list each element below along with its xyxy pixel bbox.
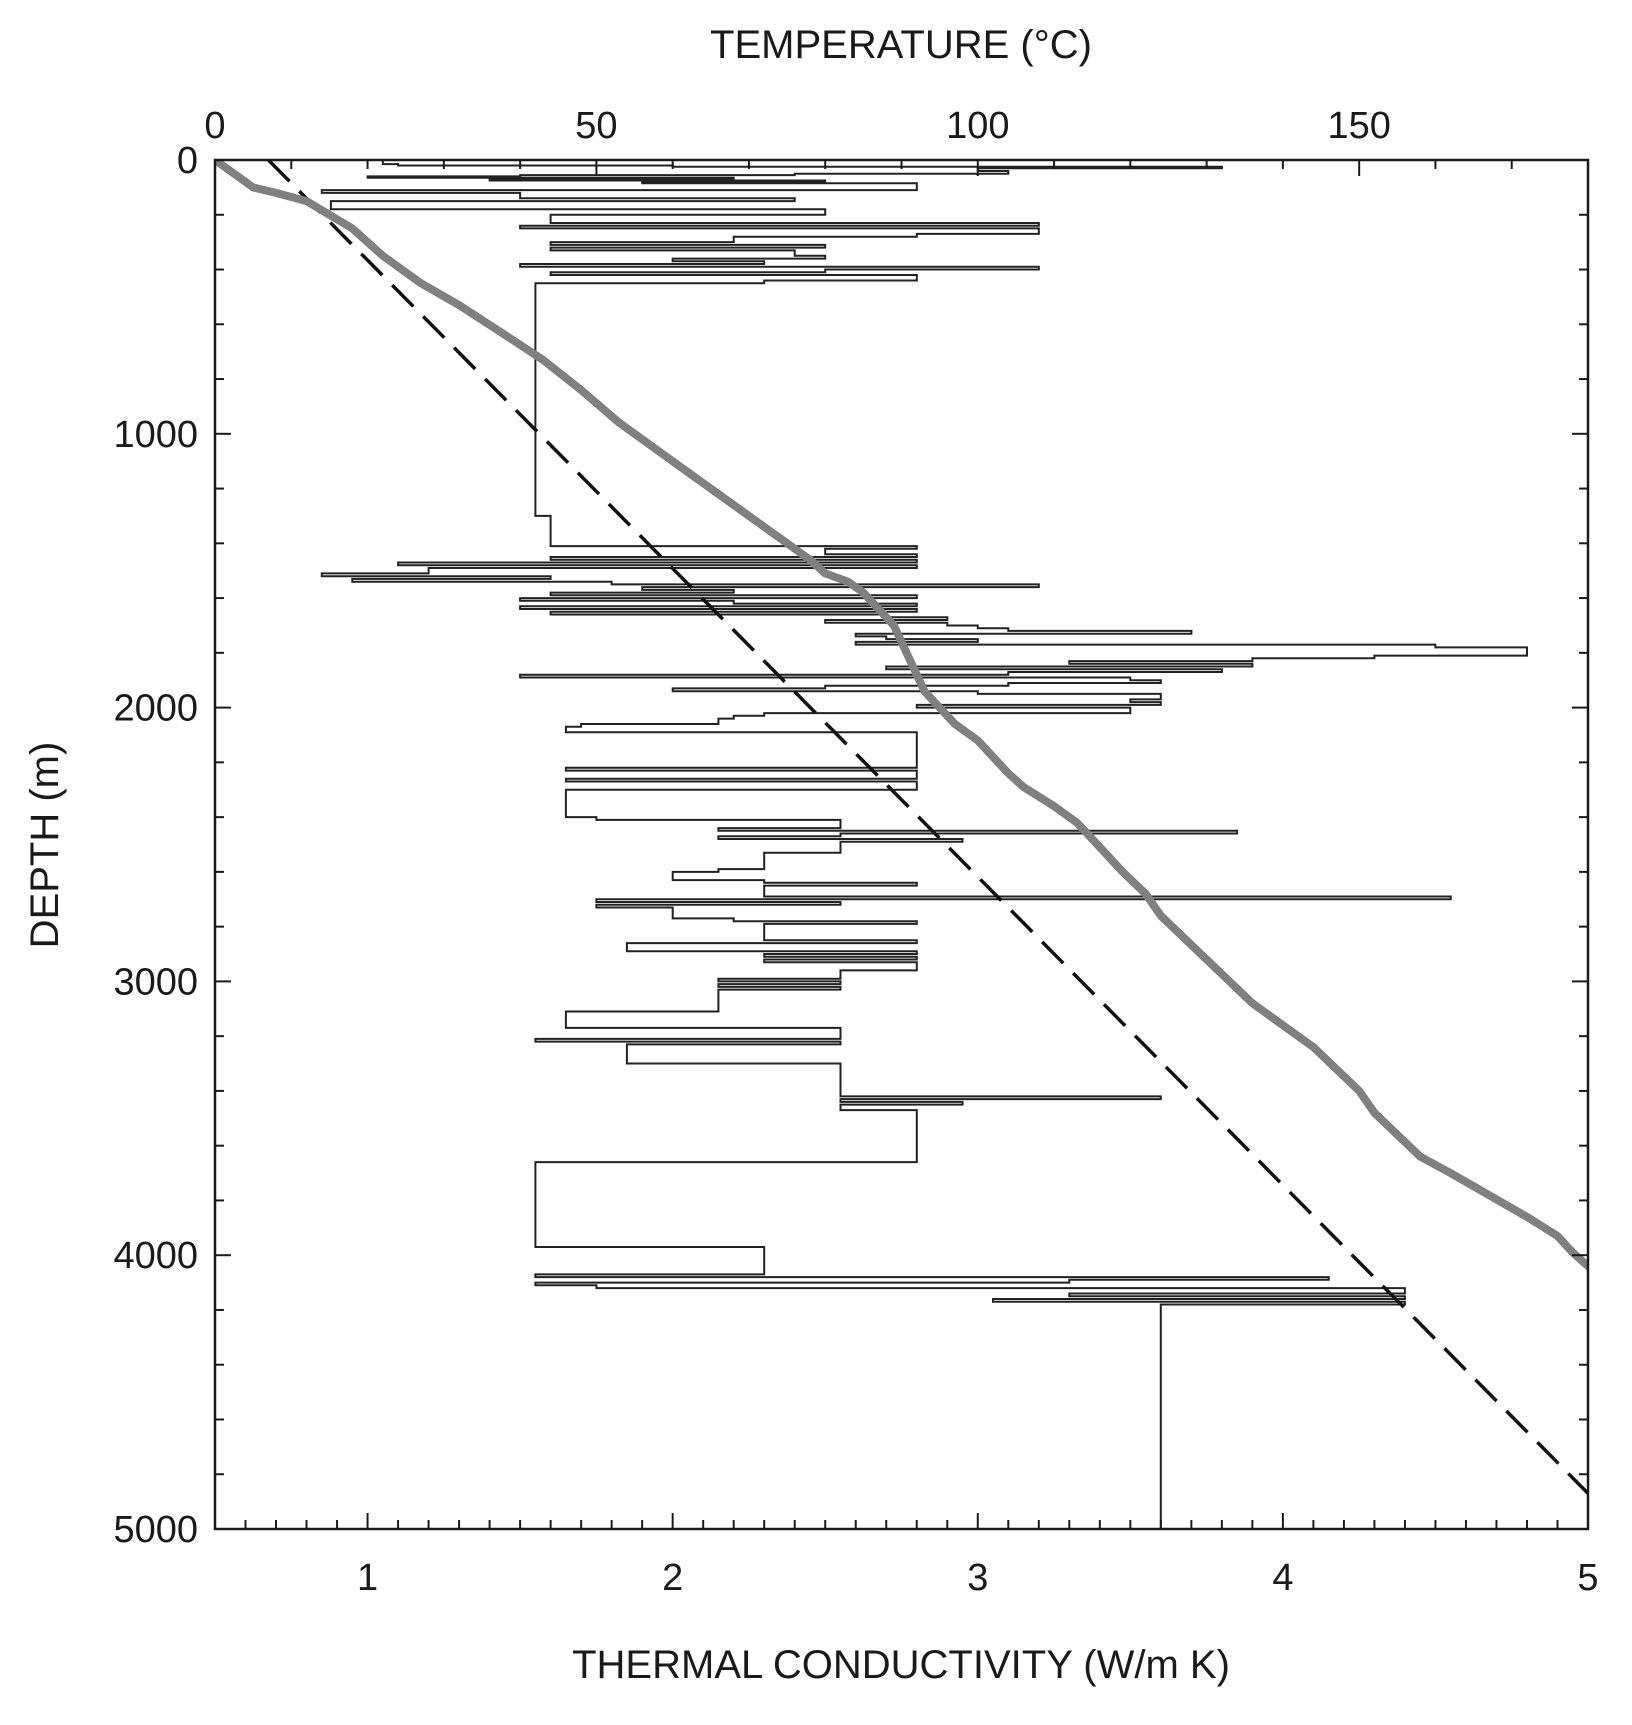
bottom-tick-label: 4	[1272, 1557, 1293, 1599]
depth-tick-label: 4000	[113, 1235, 198, 1277]
bottom-tick-label: 3	[967, 1557, 988, 1599]
depth-tick-label: 1000	[113, 414, 198, 456]
top-tick-label: 0	[204, 105, 225, 147]
depth-tick-label: 2000	[113, 688, 198, 730]
plot-area	[215, 160, 1588, 1529]
depth-tick-label: 5000	[113, 1509, 198, 1551]
top-tick-label: 100	[946, 105, 1009, 147]
ticks-group	[214, 159, 1589, 1530]
bottom-tick-label: 5	[1577, 1557, 1598, 1599]
y-axis-title: DEPTH (m)	[23, 742, 67, 949]
top-axis-title: TEMPERATURE (°C)	[710, 23, 1092, 67]
series-group	[215, 160, 1588, 1529]
top-tick-label: 150	[1327, 105, 1390, 147]
depth-tick-label: 3000	[113, 961, 198, 1003]
depth-tick-label: 0	[177, 140, 198, 182]
bottom-tick-label: 1	[357, 1557, 378, 1599]
geotherm-dashed-line	[267, 160, 1588, 1495]
bottom-axis-title: THERMAL CONDUCTIVITY (W/m K)	[572, 1643, 1230, 1687]
conductivity-step-line	[320, 160, 1528, 1529]
temperature-curve	[215, 160, 1588, 1272]
bottom-tick-label: 2	[662, 1557, 683, 1599]
top-tick-label: 50	[575, 105, 617, 147]
